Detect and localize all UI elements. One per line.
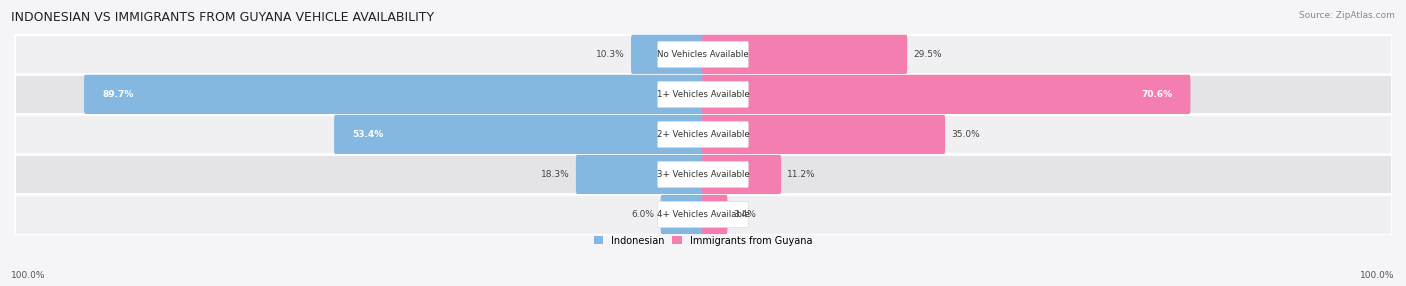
FancyBboxPatch shape bbox=[14, 114, 1392, 154]
Text: 35.0%: 35.0% bbox=[950, 130, 980, 139]
FancyBboxPatch shape bbox=[702, 195, 727, 234]
FancyBboxPatch shape bbox=[14, 194, 1392, 235]
FancyBboxPatch shape bbox=[14, 154, 1392, 194]
FancyBboxPatch shape bbox=[702, 75, 1191, 114]
Text: 100.0%: 100.0% bbox=[11, 271, 46, 280]
FancyBboxPatch shape bbox=[661, 195, 704, 234]
Text: 89.7%: 89.7% bbox=[103, 90, 134, 99]
Text: 100.0%: 100.0% bbox=[1360, 271, 1395, 280]
FancyBboxPatch shape bbox=[335, 115, 704, 154]
FancyBboxPatch shape bbox=[702, 35, 907, 74]
FancyBboxPatch shape bbox=[84, 75, 704, 114]
Text: No Vehicles Available: No Vehicles Available bbox=[657, 50, 749, 59]
Text: INDONESIAN VS IMMIGRANTS FROM GUYANA VEHICLE AVAILABILITY: INDONESIAN VS IMMIGRANTS FROM GUYANA VEH… bbox=[11, 11, 434, 24]
FancyBboxPatch shape bbox=[576, 155, 704, 194]
FancyBboxPatch shape bbox=[702, 115, 945, 154]
Legend: Indonesian, Immigrants from Guyana: Indonesian, Immigrants from Guyana bbox=[593, 236, 813, 246]
Text: 3.4%: 3.4% bbox=[734, 210, 756, 219]
Text: 10.3%: 10.3% bbox=[596, 50, 626, 59]
Text: 70.6%: 70.6% bbox=[1142, 90, 1173, 99]
FancyBboxPatch shape bbox=[14, 74, 1392, 114]
Text: 18.3%: 18.3% bbox=[541, 170, 569, 179]
Text: 3+ Vehicles Available: 3+ Vehicles Available bbox=[657, 170, 749, 179]
FancyBboxPatch shape bbox=[14, 34, 1392, 74]
Text: 29.5%: 29.5% bbox=[912, 50, 942, 59]
FancyBboxPatch shape bbox=[658, 161, 748, 188]
Text: 11.2%: 11.2% bbox=[787, 170, 815, 179]
Text: 53.4%: 53.4% bbox=[353, 130, 384, 139]
FancyBboxPatch shape bbox=[702, 155, 782, 194]
Text: 4+ Vehicles Available: 4+ Vehicles Available bbox=[657, 210, 749, 219]
FancyBboxPatch shape bbox=[658, 81, 748, 108]
FancyBboxPatch shape bbox=[658, 41, 748, 67]
Text: 2+ Vehicles Available: 2+ Vehicles Available bbox=[657, 130, 749, 139]
Text: 1+ Vehicles Available: 1+ Vehicles Available bbox=[657, 90, 749, 99]
FancyBboxPatch shape bbox=[658, 201, 748, 228]
Text: 6.0%: 6.0% bbox=[631, 210, 655, 219]
FancyBboxPatch shape bbox=[658, 121, 748, 148]
Text: Source: ZipAtlas.com: Source: ZipAtlas.com bbox=[1299, 11, 1395, 20]
FancyBboxPatch shape bbox=[631, 35, 704, 74]
